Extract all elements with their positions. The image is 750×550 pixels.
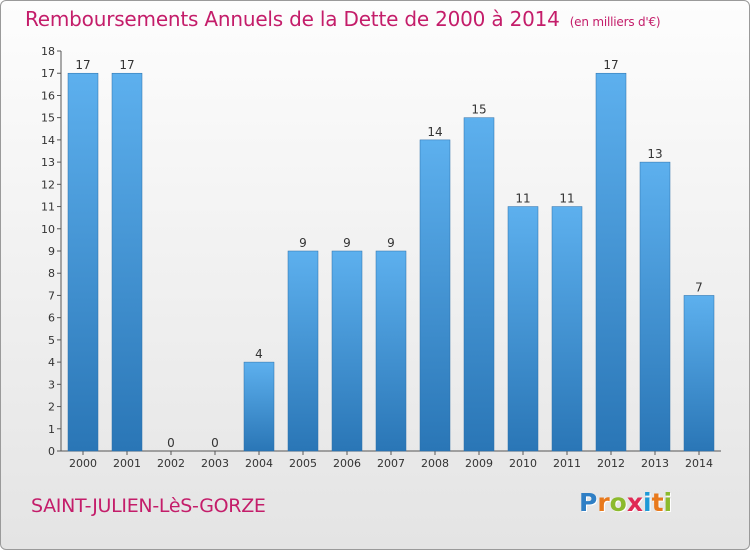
proxiti-logo: Proxiti bbox=[579, 488, 672, 517]
y-tick-label: 5 bbox=[48, 334, 55, 347]
y-tick-label: 18 bbox=[41, 45, 55, 58]
x-tick-label: 2013 bbox=[641, 457, 669, 470]
bars bbox=[67, 72, 715, 452]
data-label: 17 bbox=[119, 58, 134, 72]
x-tick-label: 2002 bbox=[157, 457, 185, 470]
y-tick-label: 16 bbox=[41, 89, 55, 102]
data-label: 9 bbox=[299, 236, 307, 250]
x-tick-label: 2014 bbox=[685, 457, 713, 470]
bar bbox=[595, 72, 627, 452]
x-tick-label: 2006 bbox=[333, 457, 361, 470]
chart-title-text: Remboursements Annuels de la Dette de 20… bbox=[25, 7, 560, 31]
logo-letter: x bbox=[626, 488, 643, 517]
data-label: 7 bbox=[695, 280, 703, 294]
y-tick-label: 17 bbox=[41, 67, 55, 80]
bar bbox=[243, 361, 275, 452]
data-label: 13 bbox=[647, 147, 662, 161]
y-tick-label: 9 bbox=[48, 245, 55, 258]
data-label: 14 bbox=[427, 125, 442, 139]
logo-letter: P bbox=[579, 488, 598, 517]
y-tick-label: 6 bbox=[48, 312, 55, 325]
x-tick-label: 2010 bbox=[509, 457, 537, 470]
x-tick-label: 2004 bbox=[245, 457, 273, 470]
logo-letter: t bbox=[651, 488, 664, 517]
x-tick-label: 2000 bbox=[69, 457, 97, 470]
data-label: 11 bbox=[559, 192, 574, 206]
bar bbox=[111, 72, 143, 452]
x-tick-label: 2007 bbox=[377, 457, 405, 470]
data-labels: 17 17 0 0 4 9 9 9 14 15 11 11 17 13 7 bbox=[75, 58, 702, 450]
x-tick-label: 2012 bbox=[597, 457, 625, 470]
y-tick-label: 7 bbox=[48, 289, 55, 302]
bar bbox=[67, 72, 99, 452]
chart-unit-label: (en milliers d'€) bbox=[569, 15, 661, 29]
y-tick-label: 12 bbox=[41, 178, 55, 191]
y-tick-label: 13 bbox=[41, 156, 55, 169]
x-tick-label: 2009 bbox=[465, 457, 493, 470]
bar bbox=[683, 295, 715, 452]
bar bbox=[419, 139, 451, 452]
data-label: 17 bbox=[603, 58, 618, 72]
bar bbox=[331, 250, 363, 452]
logo-letter: r bbox=[597, 488, 610, 517]
x-tick-label: 2005 bbox=[289, 457, 317, 470]
bar bbox=[463, 117, 495, 452]
bar bbox=[287, 250, 319, 452]
x-tick-label: 2011 bbox=[553, 457, 581, 470]
x-tick-label: 2003 bbox=[201, 457, 229, 470]
y-tick-label: 0 bbox=[48, 445, 55, 458]
y-tick-label: 4 bbox=[48, 356, 55, 369]
bar bbox=[507, 206, 539, 452]
data-label: 17 bbox=[75, 58, 90, 72]
y-tick-label: 10 bbox=[41, 223, 55, 236]
logo-letter: i bbox=[643, 488, 652, 517]
data-label: 15 bbox=[471, 103, 486, 117]
y-tick-label: 3 bbox=[48, 378, 55, 391]
x-tick-label: 2001 bbox=[113, 457, 141, 470]
data-label: 11 bbox=[515, 192, 530, 206]
y-tick-label: 1 bbox=[48, 423, 55, 436]
town-name: SAINT-JULIEN-LèS-GORZE bbox=[31, 495, 266, 517]
logo-letter: i bbox=[663, 488, 673, 517]
x-tick-label: 2008 bbox=[421, 457, 449, 470]
y-tick-label: 14 bbox=[41, 134, 55, 147]
data-label: 0 bbox=[211, 436, 219, 450]
bar bbox=[375, 250, 407, 452]
y-tick-label: 15 bbox=[41, 112, 55, 125]
y-tick-label: 11 bbox=[41, 201, 55, 214]
data-label: 0 bbox=[167, 436, 175, 450]
y-tick-label: 2 bbox=[48, 401, 55, 414]
bar bbox=[639, 161, 671, 452]
chart-title: Remboursements Annuels de la Dette de 20… bbox=[25, 7, 661, 31]
data-label: 9 bbox=[387, 236, 395, 250]
y-tick-label: 8 bbox=[48, 267, 55, 280]
logo-letter: o bbox=[609, 488, 627, 517]
data-label: 4 bbox=[255, 347, 263, 361]
data-label: 9 bbox=[343, 236, 351, 250]
bar bbox=[551, 206, 583, 452]
